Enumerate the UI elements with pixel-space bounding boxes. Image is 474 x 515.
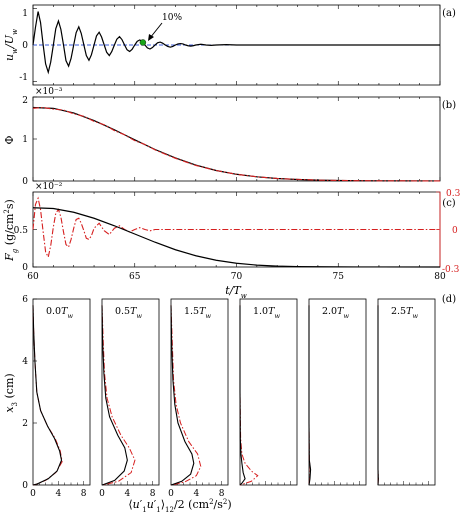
panel-a: 1 0 -1 uw/Uw (a) 10% xyxy=(3,4,456,86)
panel-c: ×10⁻² 0.5 0 0.3 0 -0.3 Fg (g/cm2s) 60 65… xyxy=(3,182,461,300)
panel-c-xtick-70: 70 xyxy=(231,272,243,282)
panel-c-plot xyxy=(32,191,441,268)
panel-b: ×10⁻³ 2 1 0 Φ (b) xyxy=(3,87,456,187)
panel-a-ytick-minus1: -1 xyxy=(19,73,28,83)
panel-a-arrow xyxy=(149,22,163,39)
panel-a-label: (a) xyxy=(442,8,456,19)
profile-label: 1.0Tw xyxy=(253,306,280,320)
profile-label-t: T xyxy=(61,306,68,317)
panel-c-ytick-right-minus03: -0.3 xyxy=(442,265,460,275)
panel-b-ytick-0: 0 xyxy=(22,177,28,187)
panel-b-dashdot-line xyxy=(32,106,441,182)
profile-dashdot-line xyxy=(170,305,202,486)
profile-label: 0.5Tw xyxy=(115,306,142,320)
profile-dashdot-line xyxy=(239,305,259,486)
panel-c-xlabel: t/Tw xyxy=(225,284,246,300)
panel-c-ylabel: Fg (g/cm2s) xyxy=(3,199,19,262)
profile-panel-frame xyxy=(32,298,91,486)
panel-c-xtick-65: 65 xyxy=(129,272,141,282)
panel-a-marker xyxy=(139,39,147,46)
panel-d-ytick-0: 0 xyxy=(22,481,28,491)
panel-d-ylabel: x3 (cm) xyxy=(3,373,19,412)
profile-xtick-label: 4 xyxy=(55,489,61,499)
profile-label: 0.0Tw xyxy=(46,306,73,320)
profile-solid-line xyxy=(170,305,195,486)
panel-d-xlabel: ⟨u′1u′1⟩12/2 (cm2/s2) xyxy=(128,498,231,514)
panel-c-ytick-0: 0 xyxy=(22,263,28,273)
panel-c-exponent: ×10⁻² xyxy=(35,182,63,192)
panel-b-solid-line xyxy=(32,106,441,182)
panel-c-ytick-05: 0.5 xyxy=(14,226,29,236)
profile-label-sub: w xyxy=(205,312,211,320)
profile-label-sub: w xyxy=(343,312,349,320)
profile-panel-frame xyxy=(377,298,436,486)
panel-d-ytick-2: 2 xyxy=(22,419,28,429)
panel-b-label: (b) xyxy=(442,100,456,111)
profile-dashdot-line xyxy=(101,305,136,486)
profile-solid-line xyxy=(308,305,312,486)
panel-c-xtick-80: 80 xyxy=(434,272,446,282)
panel-c-xtick-75: 75 xyxy=(333,272,345,282)
profile-label-sub: w xyxy=(412,312,418,320)
profile-label-sub: w xyxy=(136,312,142,320)
panel-d-label: (d) xyxy=(442,294,456,305)
profile-label-sub: w xyxy=(67,312,73,320)
panel-d-ytick-4: 4 xyxy=(22,357,28,367)
profile-xtick-label: 0 xyxy=(168,489,174,499)
profile-xtick-label: 4 xyxy=(124,489,130,499)
profile-label-t: T xyxy=(268,306,275,317)
profile-label-t: T xyxy=(130,306,137,317)
profile-panel-frame xyxy=(101,298,160,486)
profile-label: 2.5Tw xyxy=(391,306,418,320)
panel-c-ytick-right-0: 0 xyxy=(452,226,458,236)
panel-b-frame xyxy=(32,96,441,182)
panel-b-plot xyxy=(32,96,441,182)
profile-xtick-label: 4 xyxy=(193,489,199,499)
panel-c-solid-line xyxy=(32,207,441,268)
panel-b-exponent: ×10⁻³ xyxy=(35,87,63,97)
panel-d-plot: 0.0Tw 0 4 8 0.5Tw 0 4 8 1.5Tw 0 4 8 1.0Tw 2.0Tw 2.5Tw xyxy=(30,298,436,499)
panel-b-ytick-1: 1 xyxy=(22,135,28,145)
profile-label-t: T xyxy=(406,306,413,317)
panel-c-label: (c) xyxy=(442,198,456,209)
profile-label-sub: w xyxy=(274,312,280,320)
profile-xtick-label: 8 xyxy=(150,489,156,499)
profile-label-t: T xyxy=(199,306,206,317)
panel-a-ytick-0: 0 xyxy=(22,41,28,51)
profile-xtick-label: 8 xyxy=(81,489,87,499)
panel-a-arrowhead xyxy=(148,34,154,41)
panel-a-velocity-line xyxy=(32,11,440,75)
panel-a-ytick-1: 1 xyxy=(22,9,28,19)
panel-a-annotation: 10% xyxy=(162,13,182,23)
profile-xtick-label: 0 xyxy=(99,489,105,499)
panel-c-ytick-right-03: 0.3 xyxy=(446,189,461,199)
profile-label: 2.0Tw xyxy=(322,306,349,320)
panel-c-dashdot-line xyxy=(32,196,440,259)
profile-xtick-label: 8 xyxy=(219,489,225,499)
profile-panel-frame xyxy=(170,298,229,486)
profile-solid-line xyxy=(32,305,63,486)
profile-panel-frame xyxy=(239,298,298,486)
profile-label: 1.5Tw xyxy=(184,306,211,320)
profile-solid-line xyxy=(239,305,246,486)
profile-label-t: T xyxy=(337,306,344,317)
panel-d-ytick-6: 6 xyxy=(22,295,28,305)
profile-xtick-label: 0 xyxy=(30,489,36,499)
panel-a-plot xyxy=(32,5,441,85)
profile-solid-line xyxy=(101,305,128,486)
panel-a-ylabel: uw/Uw xyxy=(3,29,19,61)
panel-b-ytick-2: 2 xyxy=(22,96,28,106)
profile-panel-frame xyxy=(308,298,367,486)
panel-c-xtick-60: 60 xyxy=(27,272,39,282)
panel-b-ylabel: Φ xyxy=(3,135,16,144)
